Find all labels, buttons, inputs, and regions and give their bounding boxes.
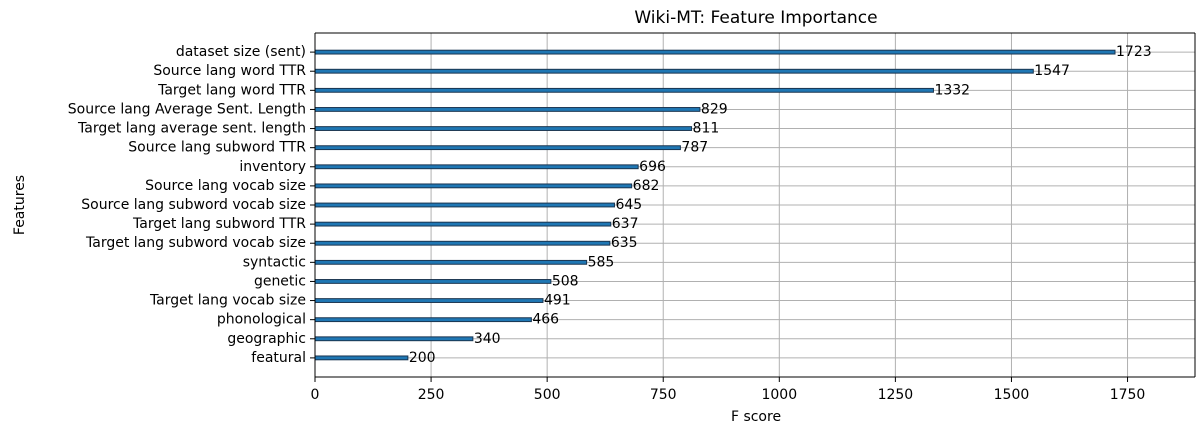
value-label: 491 (544, 293, 571, 309)
x-tick-label: 250 (418, 387, 445, 403)
value-label: 585 (588, 254, 615, 270)
value-label: 340 (474, 331, 501, 347)
x-tick-label: 500 (534, 387, 561, 403)
x-tick-label: 1750 (1110, 387, 1146, 403)
bar (314, 164, 639, 170)
y-tick-label: featural (251, 350, 306, 366)
bar (314, 68, 1034, 74)
x-tick-label: 0 (311, 387, 320, 403)
y-tick-label: genetic (254, 273, 306, 289)
y-tick-label: phonological (217, 312, 306, 328)
value-label: 645 (615, 197, 642, 213)
y-tick-label: Source lang word TTR (153, 63, 306, 79)
bar (314, 126, 693, 131)
bar (314, 259, 588, 265)
bar (314, 87, 934, 93)
bar (314, 183, 633, 189)
y-tick-label: inventory (239, 159, 306, 175)
value-label: 1723 (1116, 44, 1152, 60)
bar (314, 298, 544, 303)
y-tick-label: syntactic (243, 254, 306, 270)
value-label: 682 (633, 178, 660, 194)
x-axis-label: F score (731, 409, 781, 425)
bar (314, 145, 681, 151)
y-tick-label: Target lang vocab size (149, 293, 306, 309)
value-label: 635 (611, 235, 638, 251)
bar (314, 240, 611, 246)
y-tick-label: Target lang average sent. length (77, 121, 306, 137)
y-tick-label: Source lang vocab size (145, 178, 306, 194)
value-label: 637 (612, 216, 639, 232)
bar (314, 202, 615, 208)
y-tick-label: Target lang subword vocab size (85, 235, 306, 251)
y-axis-label: Features (12, 175, 28, 235)
x-tick-label: 1500 (994, 387, 1030, 403)
value-label: 829 (701, 101, 728, 117)
bar (314, 336, 474, 342)
x-tick-label: 1250 (878, 387, 914, 403)
y-tick-label: Source lang subword TTR (128, 140, 306, 156)
chart-title: Wiki-MT: Feature Importance (634, 8, 877, 28)
y-tick-label: dataset size (sent) (176, 44, 306, 60)
y-tick-label: geographic (227, 331, 306, 347)
value-label: 1547 (1034, 63, 1070, 79)
x-tick-label: 1000 (761, 387, 797, 403)
bar (314, 317, 532, 323)
value-label: 1332 (934, 82, 970, 98)
y-tick-label: Target lang subword TTR (132, 216, 306, 232)
bar (314, 355, 409, 361)
bar (314, 279, 552, 284)
value-label: 508 (552, 273, 579, 289)
value-label: 200 (409, 350, 436, 366)
value-label: 466 (532, 312, 559, 328)
bar (314, 221, 612, 227)
value-label: 696 (639, 159, 666, 175)
x-tick-label: 750 (650, 387, 677, 403)
bar (314, 49, 1116, 55)
y-tick-label: Source lang subword vocab size (81, 197, 306, 213)
y-tick-label: Source lang Average Sent. Length (68, 101, 306, 117)
value-label: 811 (693, 121, 720, 137)
value-label: 787 (681, 140, 708, 156)
bar (314, 107, 701, 112)
y-tick-label: Target lang word TTR (157, 82, 306, 98)
